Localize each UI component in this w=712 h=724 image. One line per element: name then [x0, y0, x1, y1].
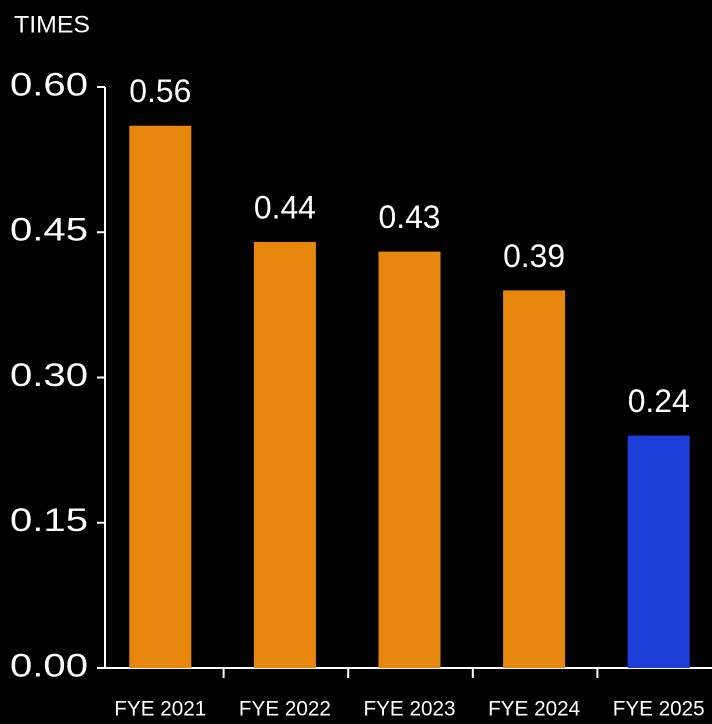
x-tick-label: FYE 2025 — [613, 698, 705, 721]
y-tick-label: 0.00 — [10, 647, 88, 683]
value-label: 0.44 — [254, 189, 316, 225]
x-tick-label: FYE 2022 — [239, 698, 331, 721]
value-label: 0.39 — [503, 238, 565, 274]
x-tick-label: FYE 2023 — [364, 698, 456, 721]
value-label: 0.24 — [628, 383, 690, 419]
value-label: 0.43 — [379, 199, 441, 235]
x-tick-label: FYE 2024 — [488, 698, 580, 721]
y-tick-label: 0.45 — [10, 212, 88, 248]
y-tick-label: 0.30 — [10, 357, 88, 393]
bar — [503, 290, 566, 668]
y-axis-label: TIMES — [14, 11, 90, 38]
x-tick-label: FYE 2021 — [114, 698, 206, 721]
y-tick-label: 0.15 — [10, 502, 88, 538]
bar — [378, 251, 441, 668]
bar — [253, 241, 316, 668]
y-tick-label: 0.60 — [10, 66, 88, 102]
bar — [129, 125, 192, 668]
value-label: 0.56 — [129, 73, 191, 109]
bar — [627, 435, 690, 668]
